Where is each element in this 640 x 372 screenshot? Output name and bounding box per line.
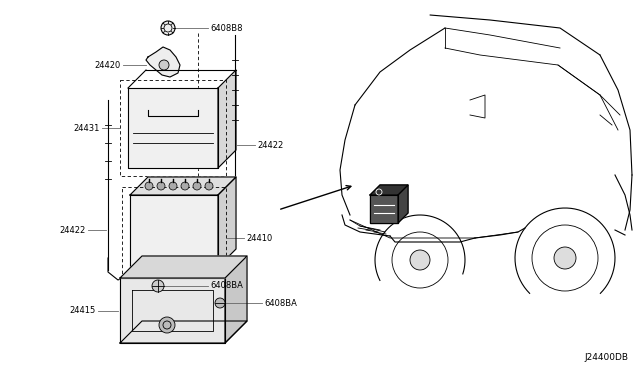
Polygon shape xyxy=(120,278,225,343)
Polygon shape xyxy=(120,321,247,343)
Circle shape xyxy=(169,182,177,190)
Polygon shape xyxy=(218,177,236,267)
Polygon shape xyxy=(370,185,408,195)
Text: 6408B8: 6408B8 xyxy=(210,23,243,32)
Polygon shape xyxy=(146,47,180,77)
Circle shape xyxy=(157,182,165,190)
Text: 6408BA: 6408BA xyxy=(264,298,297,308)
Circle shape xyxy=(205,182,213,190)
Circle shape xyxy=(215,298,225,308)
Polygon shape xyxy=(130,177,236,195)
Polygon shape xyxy=(218,70,236,168)
Text: 24431: 24431 xyxy=(74,124,100,132)
Text: J24400DB: J24400DB xyxy=(584,353,628,362)
Circle shape xyxy=(152,280,164,292)
Circle shape xyxy=(145,182,153,190)
Text: 24415: 24415 xyxy=(70,306,96,315)
Text: 6408BA: 6408BA xyxy=(210,282,243,291)
Text: 24422: 24422 xyxy=(60,225,86,234)
Text: 24422: 24422 xyxy=(257,141,284,150)
Polygon shape xyxy=(225,256,247,343)
Text: 24420: 24420 xyxy=(95,61,121,70)
Circle shape xyxy=(410,250,430,270)
Circle shape xyxy=(159,317,175,333)
Text: 24410: 24410 xyxy=(246,234,272,243)
Polygon shape xyxy=(128,88,218,168)
Circle shape xyxy=(159,60,169,70)
Circle shape xyxy=(554,247,576,269)
Polygon shape xyxy=(130,195,218,267)
Polygon shape xyxy=(398,185,408,223)
Circle shape xyxy=(181,182,189,190)
Polygon shape xyxy=(370,195,398,223)
Circle shape xyxy=(161,21,175,35)
Polygon shape xyxy=(120,256,247,278)
Circle shape xyxy=(193,182,201,190)
